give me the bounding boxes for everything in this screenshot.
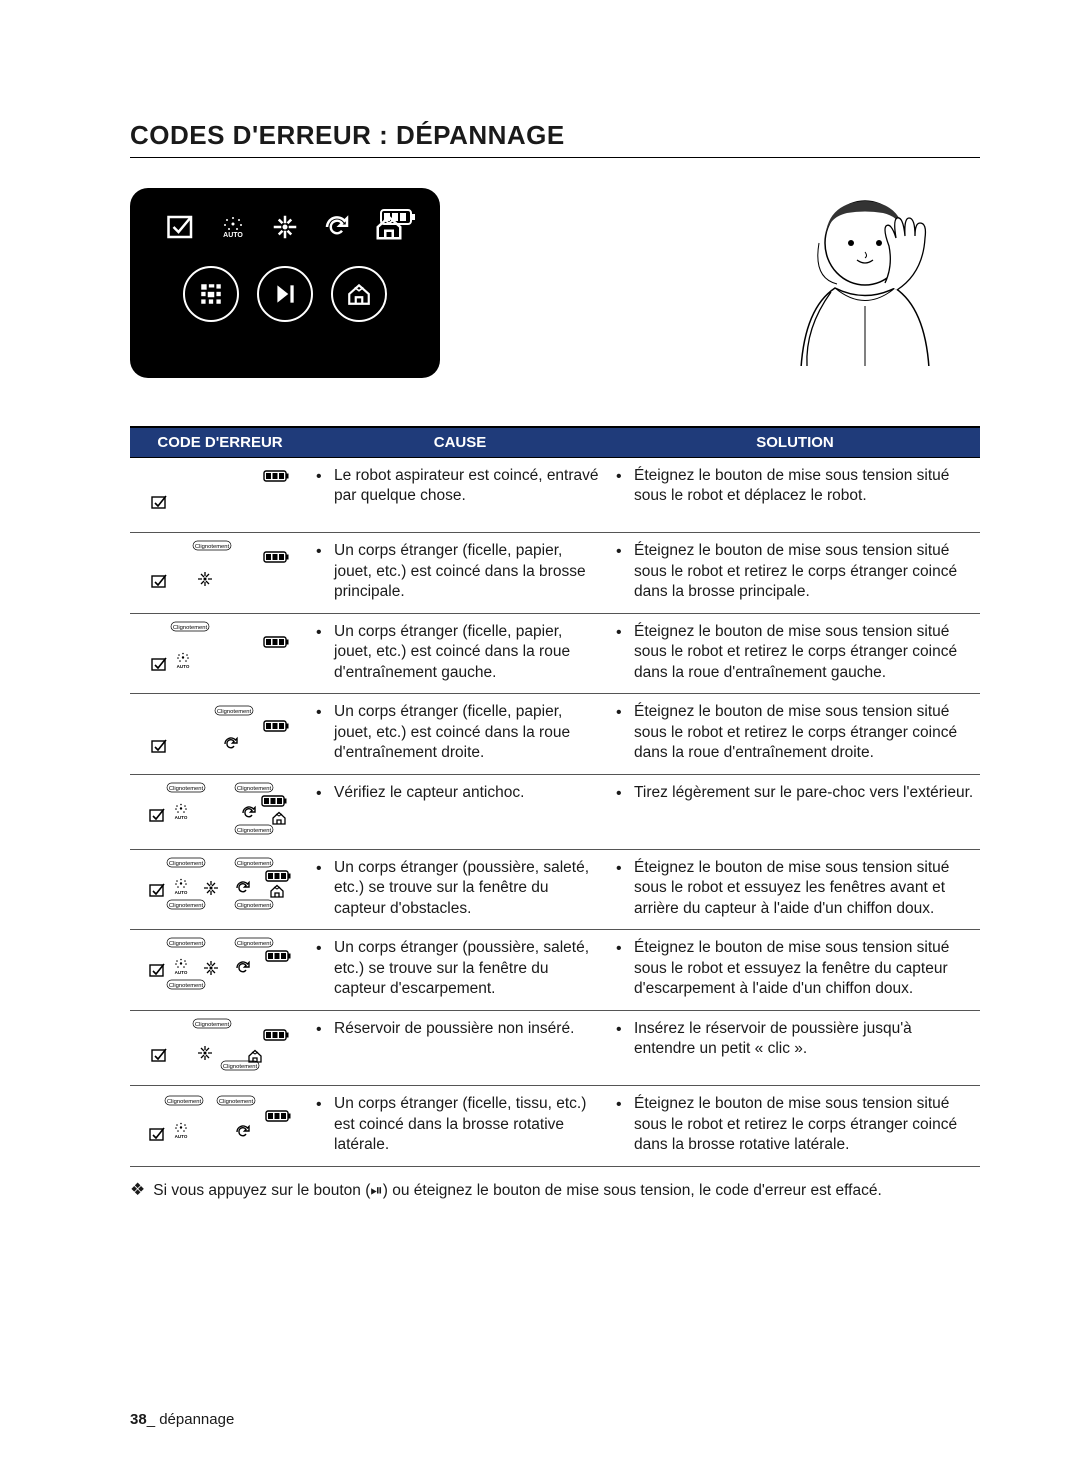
svg-text:Clignotement: Clignotement (216, 709, 251, 715)
battery-icon (380, 208, 416, 226)
svg-text:Clignotement: Clignotement (236, 827, 271, 833)
cause-cell: Un corps étranger (ficelle, papier, joue… (310, 613, 610, 693)
figures-row: AUTO (130, 188, 980, 398)
menu-button-icon (183, 266, 239, 322)
svg-text:Clignotement: Clignotement (168, 785, 203, 791)
cause-cell: Un corps étranger (poussière, saleté, et… (310, 930, 610, 1010)
svg-text:Clignotement: Clignotement (168, 903, 203, 909)
cause-cell: Un corps étranger (ficelle, tissu, etc.)… (310, 1086, 610, 1166)
svg-text:Clignotement: Clignotement (194, 544, 229, 550)
table-row: Clignotement Clignotement AUTO Un corps ét… (130, 1086, 980, 1166)
header-cause: CAUSE (310, 427, 610, 458)
home-button-icon (331, 266, 387, 322)
solution-cell: Éteignez le bouton de mise sous tension … (610, 613, 980, 693)
svg-text:AUTO: AUTO (174, 815, 187, 820)
svg-text:Clignotement: Clignotement (168, 983, 203, 989)
solution-cell: Éteignez le bouton de mise sous tension … (610, 930, 980, 1010)
play-pause-button-icon (257, 266, 313, 322)
check-icon (166, 212, 196, 242)
svg-text:Clignotement: Clignotement (168, 861, 203, 867)
svg-text:AUTO: AUTO (174, 970, 187, 975)
cause-cell: Le robot aspirateur est coincé, entravé … (310, 458, 610, 533)
page-footer: 38_ dépannage (130, 1411, 234, 1428)
table-row: Clignotement Clignotement Réservoir de po… (130, 1010, 980, 1085)
solution-cell: Insérez le réservoir de poussière jusqu'… (610, 1010, 980, 1085)
footnote: ❖ Si vous appuyez sur le bouton (⏯) ou é… (130, 1181, 980, 1202)
table-row: Clignotement Clignotement Clignotement Clig… (130, 849, 980, 929)
error-display-cell: Clignotement AUTO (130, 613, 310, 693)
error-display-cell: Clignotement Clignotement Clignotement AUTO (130, 774, 310, 849)
section-heading: CODES D'ERREUR : DÉPANNAGE (130, 120, 980, 158)
error-display-cell: Clignotement Clignotement AUTO (130, 1086, 310, 1166)
solution-cell: Éteignez le bouton de mise sous tension … (610, 458, 980, 533)
footnote-text: Si vous appuyez sur le bouton (⏯) ou éte… (153, 1181, 882, 1202)
svg-text:Clignotement: Clignotement (236, 903, 271, 909)
solution-cell: Éteignez le bouton de mise sous tension … (610, 694, 980, 774)
table-row: Clignotement Clignotement Clignotement AUTO… (130, 930, 980, 1010)
cause-cell: Réservoir de poussière non inséré. (310, 1010, 610, 1085)
cause-cell: Un corps étranger (ficelle, papier, joue… (310, 694, 610, 774)
svg-text:Clignotement: Clignotement (218, 1099, 253, 1105)
table-row: Clignotement AUTO Un corps étranger (fice… (130, 613, 980, 693)
svg-text:Clignotement: Clignotement (236, 861, 271, 867)
footnote-symbol: ❖ (130, 1181, 145, 1202)
error-display-cell: Clignotement (130, 694, 310, 774)
table-row: Clignotement Un corps étranger (ficelle,… (130, 694, 980, 774)
solution-cell: Éteignez le bouton de mise sous tension … (610, 533, 980, 613)
table-row: Clignotement Un corps étranger (ficelle,… (130, 533, 980, 613)
error-display-cell: Clignotement Clignotement (130, 1010, 310, 1085)
svg-text:Clignotement: Clignotement (236, 941, 271, 947)
person-illustration (760, 188, 970, 398)
table-row: Le robot aspirateur est coincé, entravé … (130, 458, 980, 533)
error-display-cell: Clignotement Clignotement Clignotement AUTO (130, 930, 310, 1010)
svg-text:Clignotement: Clignotement (166, 1099, 201, 1105)
svg-text:AUTO: AUTO (176, 664, 189, 669)
svg-text:AUTO: AUTO (174, 1134, 187, 1139)
solution-cell: Tirez légèrement sur le pare-choc vers l… (610, 774, 980, 849)
cycle-icon (322, 212, 352, 242)
auto-icon: AUTO (218, 212, 248, 242)
cause-cell: Vérifiez le capteur antichoc. (310, 774, 610, 849)
brush-icon (270, 212, 300, 242)
header-solution: SOLUTION (610, 427, 980, 458)
cause-cell: Un corps étranger (poussière, saleté, et… (310, 849, 610, 929)
svg-text:Clignotement: Clignotement (236, 785, 271, 791)
table-row: Clignotement Clignotement Clignotement AUTO… (130, 774, 980, 849)
svg-text:Clignotement: Clignotement (222, 1064, 257, 1070)
svg-text:Clignotement: Clignotement (168, 941, 203, 947)
error-codes-table: CODE D'ERREUR CAUSE SOLUTION Le robot as… (130, 426, 980, 1167)
svg-text:Clignotement: Clignotement (172, 625, 207, 631)
solution-cell: Éteignez le bouton de mise sous tension … (610, 1086, 980, 1166)
device-panel-illustration: AUTO (130, 188, 440, 378)
error-display-cell: Clignotement (130, 533, 310, 613)
svg-text:AUTO: AUTO (174, 890, 187, 895)
error-display-cell (130, 458, 310, 533)
solution-cell: Éteignez le bouton de mise sous tension … (610, 849, 980, 929)
error-display-cell: Clignotement Clignotement Clignotement Clig… (130, 849, 310, 929)
header-code: CODE D'ERREUR (130, 427, 310, 458)
svg-text:Clignotement: Clignotement (194, 1022, 229, 1028)
cause-cell: Un corps étranger (ficelle, papier, joue… (310, 533, 610, 613)
